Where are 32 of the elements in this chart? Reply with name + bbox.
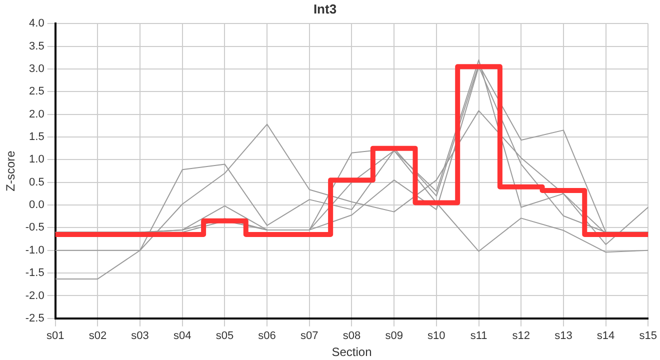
x-tick-label: s03: [131, 330, 149, 342]
y-tick-label: 3.0: [29, 62, 44, 75]
x-tick-label: s12: [512, 330, 530, 342]
x-tick-label: s09: [385, 330, 403, 342]
x-tick-label: s13: [554, 330, 572, 342]
y-tick-label: -2.0: [25, 290, 44, 302]
y-tick-label: -1.5: [25, 267, 44, 280]
y-tick-label: 4.0: [29, 18, 44, 30]
y-tick-label: 2.0: [29, 108, 44, 120]
x-axis-title: Section: [332, 345, 372, 360]
y-tick-label: 0.0: [29, 199, 44, 212]
y-tick-label: 0.5: [29, 176, 44, 188]
y-axis-title: Z-score: [4, 150, 18, 192]
x-tick-label: s04: [174, 330, 192, 342]
y-tick-label: 2.5: [29, 86, 44, 98]
y-tick-label: -1.0: [25, 244, 44, 256]
x-tick-label: s01: [46, 330, 64, 342]
y-tick-label: -0.5: [25, 222, 44, 234]
x-tick-label: s08: [342, 330, 361, 342]
y-tick-label: 1.0: [29, 154, 44, 166]
x-tick-label: s15: [639, 330, 658, 342]
x-tick-label: s02: [88, 330, 107, 342]
x-tick-label: s07: [300, 330, 318, 342]
chart-title: Int3: [313, 1, 337, 16]
x-tick-label: s05: [216, 330, 234, 342]
x-tick-label: s14: [596, 330, 615, 342]
y-tick-label: -2.5: [25, 312, 44, 324]
x-tick-label: s11: [470, 330, 488, 342]
y-tick-label: 3.5: [29, 40, 44, 52]
y-tick-label: 1.5: [29, 131, 44, 144]
x-tick-label: s06: [258, 330, 276, 342]
x-tick-label: s10: [428, 330, 446, 342]
